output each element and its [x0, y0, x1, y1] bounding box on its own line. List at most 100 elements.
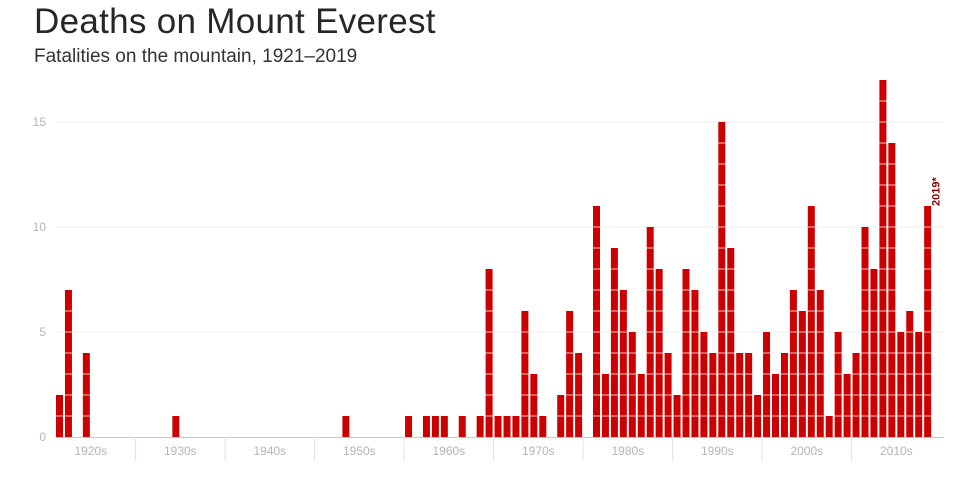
bar: [789, 290, 797, 437]
bar-rect: [64, 290, 72, 437]
x-tick-label: 2000s: [790, 444, 823, 458]
y-tick-label: 5: [39, 325, 46, 339]
y-tick-label: 10: [33, 220, 47, 234]
bar: [655, 269, 663, 437]
bar-rect: [763, 332, 771, 437]
bar: [82, 353, 90, 437]
bar: [646, 227, 654, 437]
bar: [736, 353, 744, 437]
x-axis: 1920s 1930s 1940s 1950s 1960s 1970s 1980s 1990s…: [56, 437, 944, 461]
annotations: 2019*: [931, 177, 943, 206]
bar: [709, 353, 717, 437]
x-tick-label: 1980s: [611, 444, 644, 458]
bar-rect: [691, 290, 699, 437]
chart-subtitle: Fatalities on the mountain, 1921–2019: [34, 46, 358, 67]
bar: [780, 353, 788, 437]
bar: [691, 290, 699, 437]
bar: [539, 416, 547, 437]
bar-rect: [342, 416, 350, 437]
bar-rect: [405, 416, 413, 437]
bar: [593, 206, 600, 437]
bar: [754, 395, 762, 437]
bar-rect: [431, 416, 439, 437]
bar: [673, 395, 681, 437]
bar-rect: [924, 206, 932, 437]
bar: [485, 269, 493, 437]
bar-rect: [610, 248, 618, 437]
bar: [566, 311, 574, 437]
bar: [342, 416, 350, 437]
bar-rect: [807, 206, 815, 437]
bar: [924, 206, 932, 437]
bar: [530, 374, 538, 437]
bar: [772, 374, 779, 437]
bar-rect: [789, 290, 797, 437]
bar: [64, 290, 72, 437]
bar-rect: [422, 416, 430, 437]
bar-rect: [718, 122, 726, 437]
bar-rect: [727, 248, 735, 437]
bar-rect: [530, 374, 538, 437]
bar-rect: [494, 416, 502, 437]
bar: [825, 416, 833, 437]
bar-rect: [476, 416, 484, 437]
bar: [521, 311, 529, 437]
bar: [915, 332, 923, 437]
bar: [431, 416, 439, 437]
x-tick-label: 2010s: [880, 444, 913, 458]
bar: [798, 311, 806, 437]
bar: [628, 332, 636, 437]
annotation-label: 2019*: [931, 177, 943, 206]
y-axis-ticks: 0 5 10 15: [33, 115, 47, 444]
bar-rect: [825, 416, 833, 437]
chart-title: Deaths on Mount Everest: [34, 2, 436, 41]
bar-rect: [503, 416, 511, 437]
bar: [494, 416, 502, 437]
bar: [861, 227, 869, 437]
bar: [897, 332, 905, 437]
bars: [56, 80, 932, 437]
bar-rect: [628, 332, 636, 437]
bar-rect: [915, 332, 923, 437]
bar: [512, 416, 520, 437]
y-tick-label: 0: [39, 430, 46, 444]
bar: [56, 395, 63, 437]
x-tick-label: 1960s: [432, 444, 465, 458]
bar: [834, 332, 842, 437]
bar: [682, 269, 690, 437]
bar: [727, 248, 735, 437]
bar-rect: [700, 332, 708, 437]
x-tick-label: 1940s: [253, 444, 286, 458]
bar: [745, 353, 753, 437]
bar-rect: [843, 374, 851, 437]
bar: [718, 122, 726, 437]
bar: [575, 353, 583, 437]
bar-rect: [172, 416, 180, 437]
x-tick-label: 1990s: [701, 444, 734, 458]
bar: [906, 311, 914, 437]
bar: [422, 416, 430, 437]
bar-rect: [619, 290, 627, 437]
x-tick-label: 1970s: [522, 444, 555, 458]
x-tick-label: 1930s: [164, 444, 197, 458]
bar: [172, 416, 180, 437]
bar-rect: [593, 206, 600, 437]
bar: [601, 374, 609, 437]
bar: [852, 353, 860, 437]
bar: [807, 206, 815, 437]
bar: [664, 353, 672, 437]
bar-rect: [637, 374, 645, 437]
bar: [476, 416, 484, 437]
x-tick-label: 1920s: [74, 444, 107, 458]
bar: [843, 374, 851, 437]
bar: [405, 416, 413, 437]
bar: [557, 395, 565, 437]
bar-rect: [440, 416, 448, 437]
bar-rect: [601, 374, 609, 437]
bar: [619, 290, 627, 437]
bar-rect: [834, 332, 842, 437]
bar-rect: [458, 416, 466, 437]
x-tick-label: 1950s: [343, 444, 376, 458]
bar-rect: [897, 332, 905, 437]
